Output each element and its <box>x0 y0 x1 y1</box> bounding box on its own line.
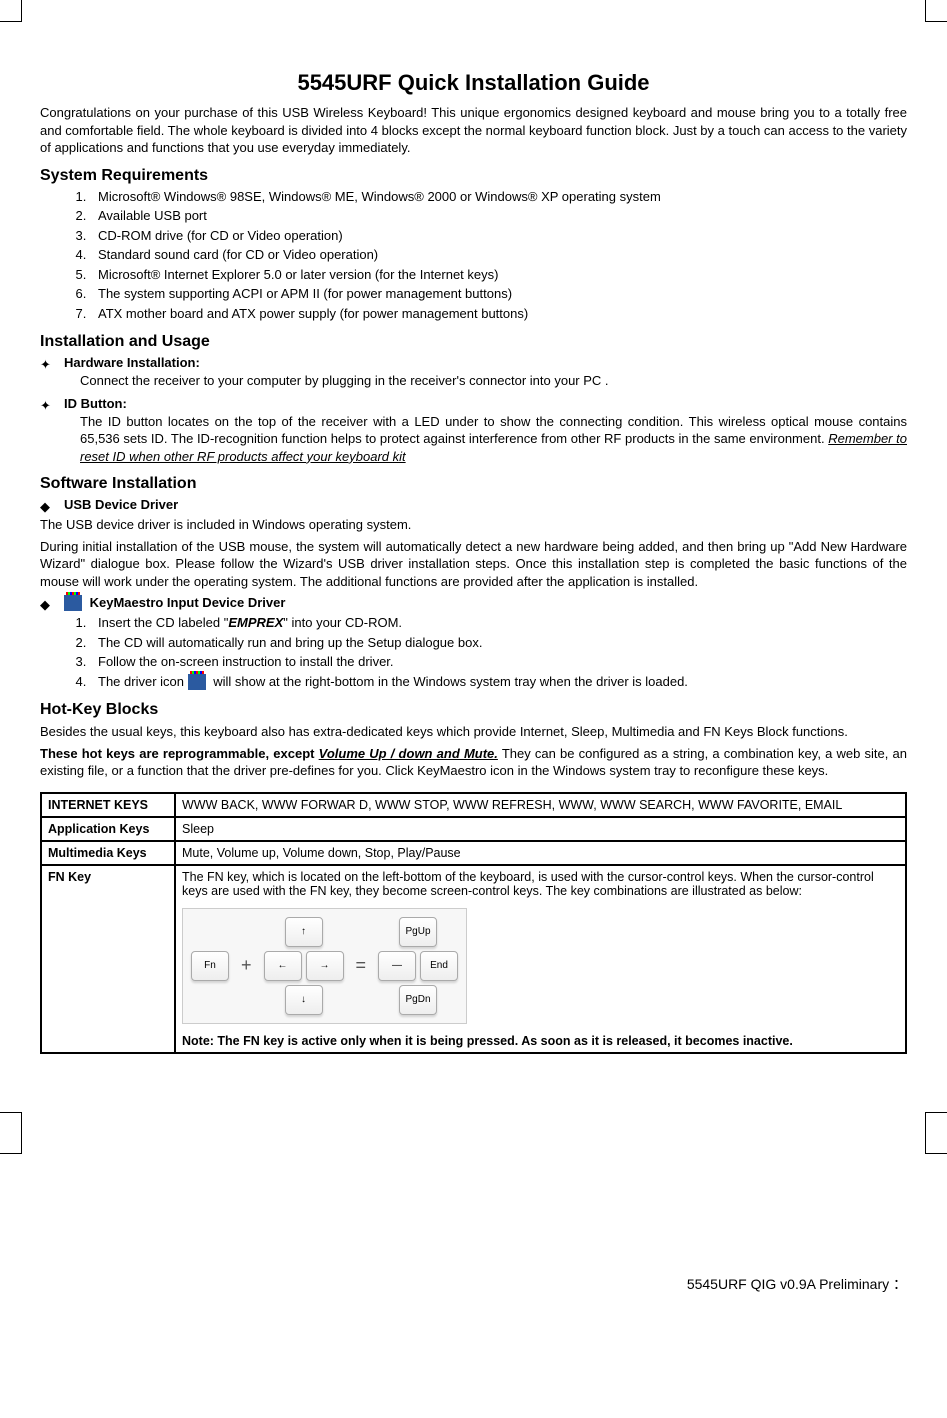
doc-title: 5545URF Quick Installation Guide <box>40 70 907 96</box>
table-header: FN Key <box>41 865 175 1053</box>
list-item: Standard sound card (for CD or Video ope… <box>90 245 907 265</box>
corner-mark <box>925 0 947 22</box>
table-row: FN Key The FN key, which is located on t… <box>41 865 906 1053</box>
hotkey-p2: These hot keys are reprogrammable, excep… <box>40 745 907 780</box>
table-cell: Mute, Volume up, Volume down, Stop, Play… <box>175 841 906 865</box>
id-button-text: The ID button locates on the top of the … <box>80 413 907 466</box>
fnkey-note: Note: The FN key is active only when it … <box>182 1034 793 1048</box>
pgup-keycap: PgUp <box>399 917 437 947</box>
arrow-up-keycap: ↑ <box>285 917 323 947</box>
usb-driver-title: USB Device Driver <box>64 497 178 512</box>
list-item: The CD will automatically run and bring … <box>90 633 907 653</box>
section-heading-sysreq: System Requirements <box>40 167 907 185</box>
fn-keycap: Fn <box>191 951 229 981</box>
arrow-left-keycap: ← <box>264 951 302 981</box>
corner-mark <box>0 0 22 22</box>
id-button-title: ID Button: <box>64 396 127 411</box>
list-item: The system supporting ACPI or APM II (fo… <box>90 284 907 304</box>
sysreq-list: Microsoft® Windows® 98SE, Windows® ME, W… <box>40 187 907 324</box>
table-header: Application Keys <box>41 817 175 841</box>
table-cell: WWW BACK, WWW FORWAR D, WWW STOP, WWW RE… <box>175 793 906 817</box>
table-header: INTERNET KEYS <box>41 793 175 817</box>
keymaestro-icon <box>188 674 206 690</box>
list-item: The driver icon will show at the right-b… <box>90 672 907 692</box>
list-item: Available USB port <box>90 206 907 226</box>
home-keycap: — <box>378 951 416 981</box>
list-item: Insert the CD labeled "EMPREX" into your… <box>90 613 907 633</box>
corner-mark <box>925 1112 947 1154</box>
usb-driver-p2: During initial installation of the USB m… <box>40 538 907 591</box>
list-item: Microsoft® Internet Explorer 5.0 or late… <box>90 265 907 285</box>
km-driver-title: KeyMaestro Input Device Driver <box>90 595 286 610</box>
arrow-down-keycap: ↓ <box>285 985 323 1015</box>
list-item: Follow the on-screen instruction to inst… <box>90 652 907 672</box>
usb-driver-p1: The USB device driver is included in Win… <box>40 516 907 534</box>
diamond-icon: ◆ <box>40 597 50 613</box>
plus-icon: + <box>241 955 252 976</box>
equals-icon: = <box>356 955 367 976</box>
arrow-right-keycap: → <box>306 951 344 981</box>
table-row: INTERNET KEYS WWW BACK, WWW FORWAR D, WW… <box>41 793 906 817</box>
corner-mark <box>0 1112 22 1154</box>
pgdn-keycap: PgDn <box>399 985 437 1015</box>
document-page: 5545URF Quick Installation Guide Congrat… <box>0 0 947 1334</box>
list-item: Microsoft® Windows® 98SE, Windows® ME, W… <box>90 187 907 207</box>
section-heading-install: Installation and Usage <box>40 333 907 351</box>
intro-paragraph: Congratulations on your purchase of this… <box>40 104 907 157</box>
bullet-icon: ✦ <box>40 357 51 373</box>
table-header: Multimedia Keys <box>41 841 175 865</box>
section-heading-hotkey: Hot-Key Blocks <box>40 701 907 719</box>
keymaestro-icon <box>64 595 82 611</box>
fnkey-text: The FN key, which is located on the left… <box>182 870 874 898</box>
page-footer: 5545URF QIG v0.9A Preliminary ： <box>40 1274 907 1294</box>
fn-key-diagram: Fn + ↑ ← → ↓ = PgUp — <box>182 908 467 1024</box>
end-keycap: End <box>420 951 458 981</box>
table-row: Application Keys Sleep <box>41 817 906 841</box>
km-steps-list: Insert the CD labeled "EMPREX" into your… <box>40 613 907 691</box>
list-item: ATX mother board and ATX power supply (f… <box>90 304 907 324</box>
bullet-icon: ✦ <box>40 398 51 414</box>
list-item: CD-ROM drive (for CD or Video operation) <box>90 226 907 246</box>
table-cell: The FN key, which is located on the left… <box>175 865 906 1053</box>
hotkey-table: INTERNET KEYS WWW BACK, WWW FORWAR D, WW… <box>40 792 907 1054</box>
section-heading-software: Software Installation <box>40 475 907 493</box>
hotkey-p1: Besides the usual keys, this keyboard al… <box>40 723 907 741</box>
hw-install-text: Connect the receiver to your computer by… <box>80 372 907 390</box>
table-row: Multimedia Keys Mute, Volume up, Volume … <box>41 841 906 865</box>
table-cell: Sleep <box>175 817 906 841</box>
diamond-icon: ◆ <box>40 499 50 515</box>
hw-install-title: Hardware Installation: <box>64 355 200 370</box>
